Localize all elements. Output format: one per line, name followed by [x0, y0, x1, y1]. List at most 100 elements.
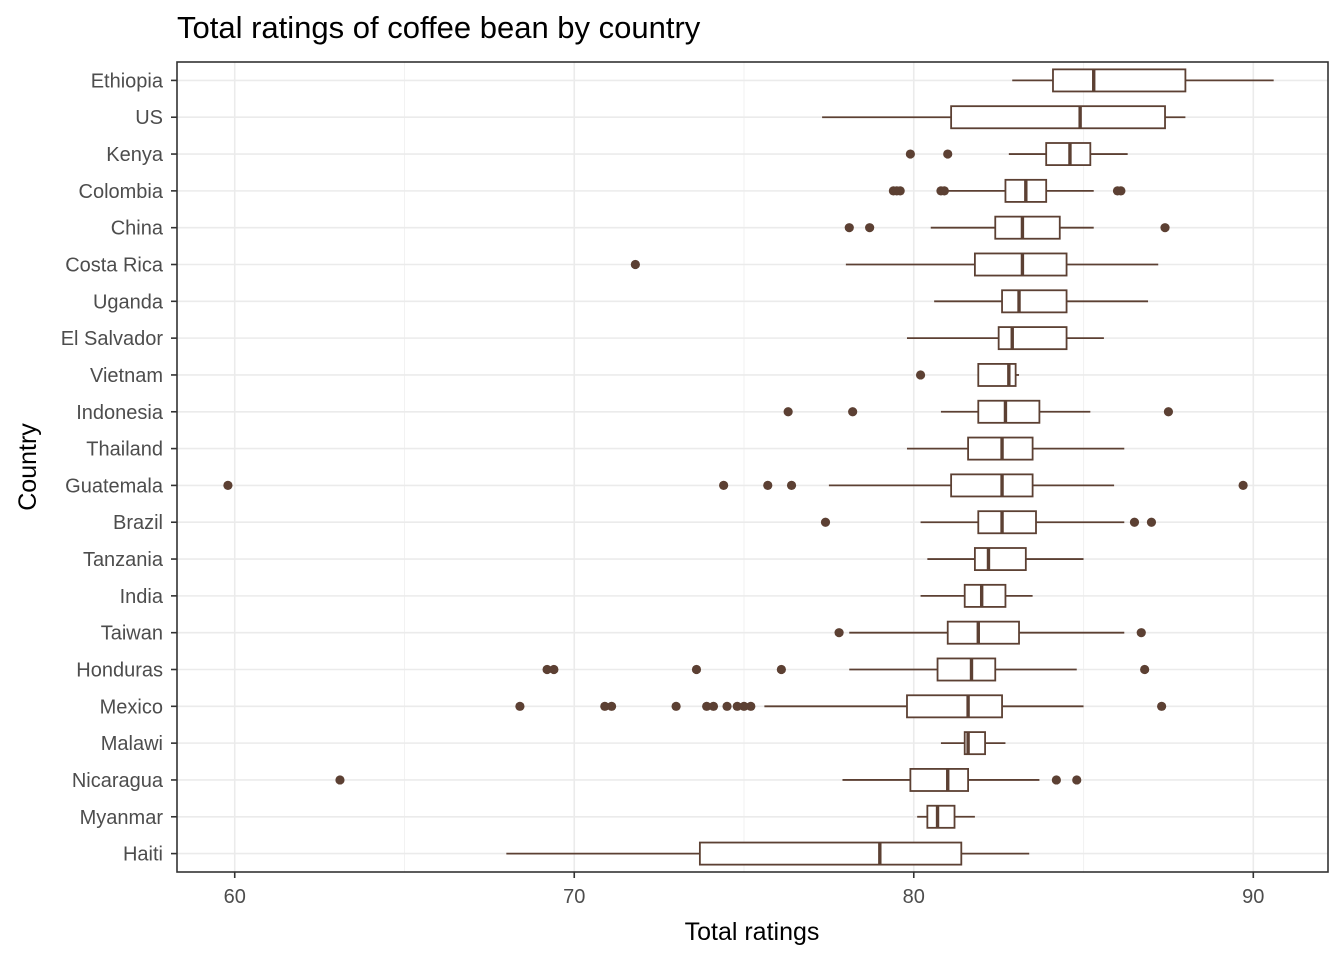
outlier-point	[848, 407, 858, 417]
box-iqr	[950, 105, 1166, 130]
outlier-point	[732, 701, 742, 711]
box-iqr	[950, 473, 1034, 498]
outlier-point	[1146, 517, 1157, 527]
outlier-point	[1160, 223, 1170, 233]
box-el-salvador	[906, 326, 1104, 351]
y-tick-label: Tanzania	[83, 549, 164, 571]
box-iqr	[1001, 289, 1068, 314]
box-guatemala	[223, 473, 1248, 498]
box-iqr	[963, 583, 1007, 608]
box-iqr	[698, 841, 963, 866]
y-tick-label: India	[120, 586, 164, 608]
box-indonesia	[783, 399, 1174, 424]
box-uganda	[934, 289, 1149, 314]
y-tick-label: Myanmar	[80, 807, 164, 829]
box-iqr	[977, 363, 1017, 387]
box-india	[920, 583, 1033, 608]
outlier-point	[1072, 775, 1082, 785]
box-kenya	[905, 142, 1128, 166]
outlier-point	[1163, 407, 1174, 417]
y-tick-label: Guatemala	[65, 475, 164, 497]
outlier-point	[786, 480, 797, 491]
outlier-point	[702, 701, 712, 711]
box-tanzania	[927, 547, 1084, 571]
outlier-point	[834, 628, 844, 638]
box-thailand	[906, 436, 1125, 461]
box-us	[822, 105, 1186, 130]
outlier-point	[763, 480, 773, 491]
box-iqr	[909, 768, 970, 792]
box-iqr	[997, 326, 1068, 351]
plot-panel-border	[176, 61, 1329, 873]
box-costa-rica	[630, 252, 1159, 277]
outlier-point	[542, 664, 552, 675]
outlier-point	[1051, 775, 1061, 785]
box-ethiopia	[1012, 68, 1274, 93]
y-tick-label: US	[135, 107, 163, 129]
box-malawi	[940, 731, 1006, 756]
y-tick-label: China	[111, 218, 164, 240]
outlier-point	[1136, 628, 1146, 638]
chart-title: Total ratings of coffee bean by country	[177, 10, 701, 45]
outlier-point	[719, 480, 729, 491]
outlier-point	[671, 701, 681, 711]
outlier-point	[515, 701, 525, 711]
box-iqr	[926, 804, 956, 829]
box-iqr	[973, 547, 1027, 571]
y-tick-label: Taiwan	[101, 623, 163, 645]
outlier-point	[939, 186, 949, 196]
y-tick-label: Colombia	[79, 181, 164, 203]
outlier-point	[739, 701, 749, 711]
y-tick-label: Uganda	[93, 291, 164, 313]
box-taiwan	[834, 620, 1146, 645]
box-iqr	[994, 215, 1061, 240]
box-iqr	[936, 657, 997, 682]
outlier-point	[783, 407, 793, 417]
y-tick-label: Vietnam	[90, 365, 163, 387]
outlier-point	[776, 664, 786, 675]
outlier-point	[1238, 480, 1248, 491]
x-axis: 60 70 80 90	[224, 872, 1264, 908]
y-tick-label: Ethiopia	[91, 70, 164, 92]
outlier-point	[1129, 517, 1140, 527]
outlier-point	[335, 775, 345, 785]
box-vietnam	[915, 363, 1020, 387]
y-tick-label: Costa Rica	[65, 255, 164, 277]
y-tick-label: Brazil	[113, 512, 163, 534]
outlier-point	[691, 664, 702, 675]
outlier-point	[630, 259, 640, 270]
box-iqr	[946, 620, 1020, 645]
y-tick-label: Haiti	[123, 844, 163, 866]
y-axis-title: Country	[14, 423, 42, 511]
outlier-point	[722, 701, 732, 711]
y-tick-label: Kenya	[106, 144, 164, 166]
y-tick-label: El Salvador	[61, 328, 164, 350]
box-nicaragua	[335, 768, 1082, 792]
outlier-point	[1116, 186, 1126, 196]
y-tick-label: Mexico	[100, 696, 163, 718]
outlier-point	[549, 664, 559, 675]
y-tick-label: Malawi	[101, 733, 163, 755]
box-iqr	[906, 694, 1003, 719]
box-mexico	[515, 694, 1167, 719]
outlier-point	[915, 370, 926, 380]
x-tick-label: 70	[563, 886, 585, 908]
box-iqr	[977, 510, 1037, 535]
outlier-point	[223, 480, 233, 491]
box-iqr	[977, 399, 1041, 424]
plot-panel-background	[177, 62, 1328, 872]
box-layer	[223, 68, 1274, 866]
x-tick-label: 90	[1242, 886, 1264, 908]
outlier-point	[746, 701, 756, 711]
outlier-point	[820, 517, 831, 527]
outlier-point	[1140, 664, 1150, 675]
outlier-point	[844, 223, 854, 233]
outlier-point	[865, 223, 875, 233]
outlier-point	[895, 186, 905, 196]
y-tick-label: Indonesia	[76, 402, 164, 424]
y-tick-label: Thailand	[86, 439, 163, 461]
outlier-point	[943, 149, 953, 159]
box-china	[844, 215, 1170, 240]
box-iqr	[1052, 68, 1187, 93]
